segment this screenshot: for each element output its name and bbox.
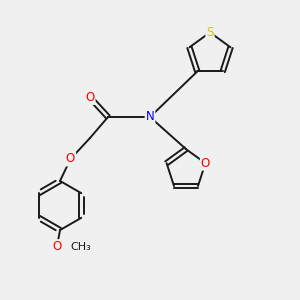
Text: O: O bbox=[66, 152, 75, 166]
Text: S: S bbox=[206, 26, 214, 39]
Text: N: N bbox=[146, 110, 154, 124]
Text: O: O bbox=[52, 240, 62, 253]
Text: O: O bbox=[85, 91, 94, 104]
Text: CH₃: CH₃ bbox=[70, 242, 91, 252]
Text: O: O bbox=[201, 157, 210, 170]
